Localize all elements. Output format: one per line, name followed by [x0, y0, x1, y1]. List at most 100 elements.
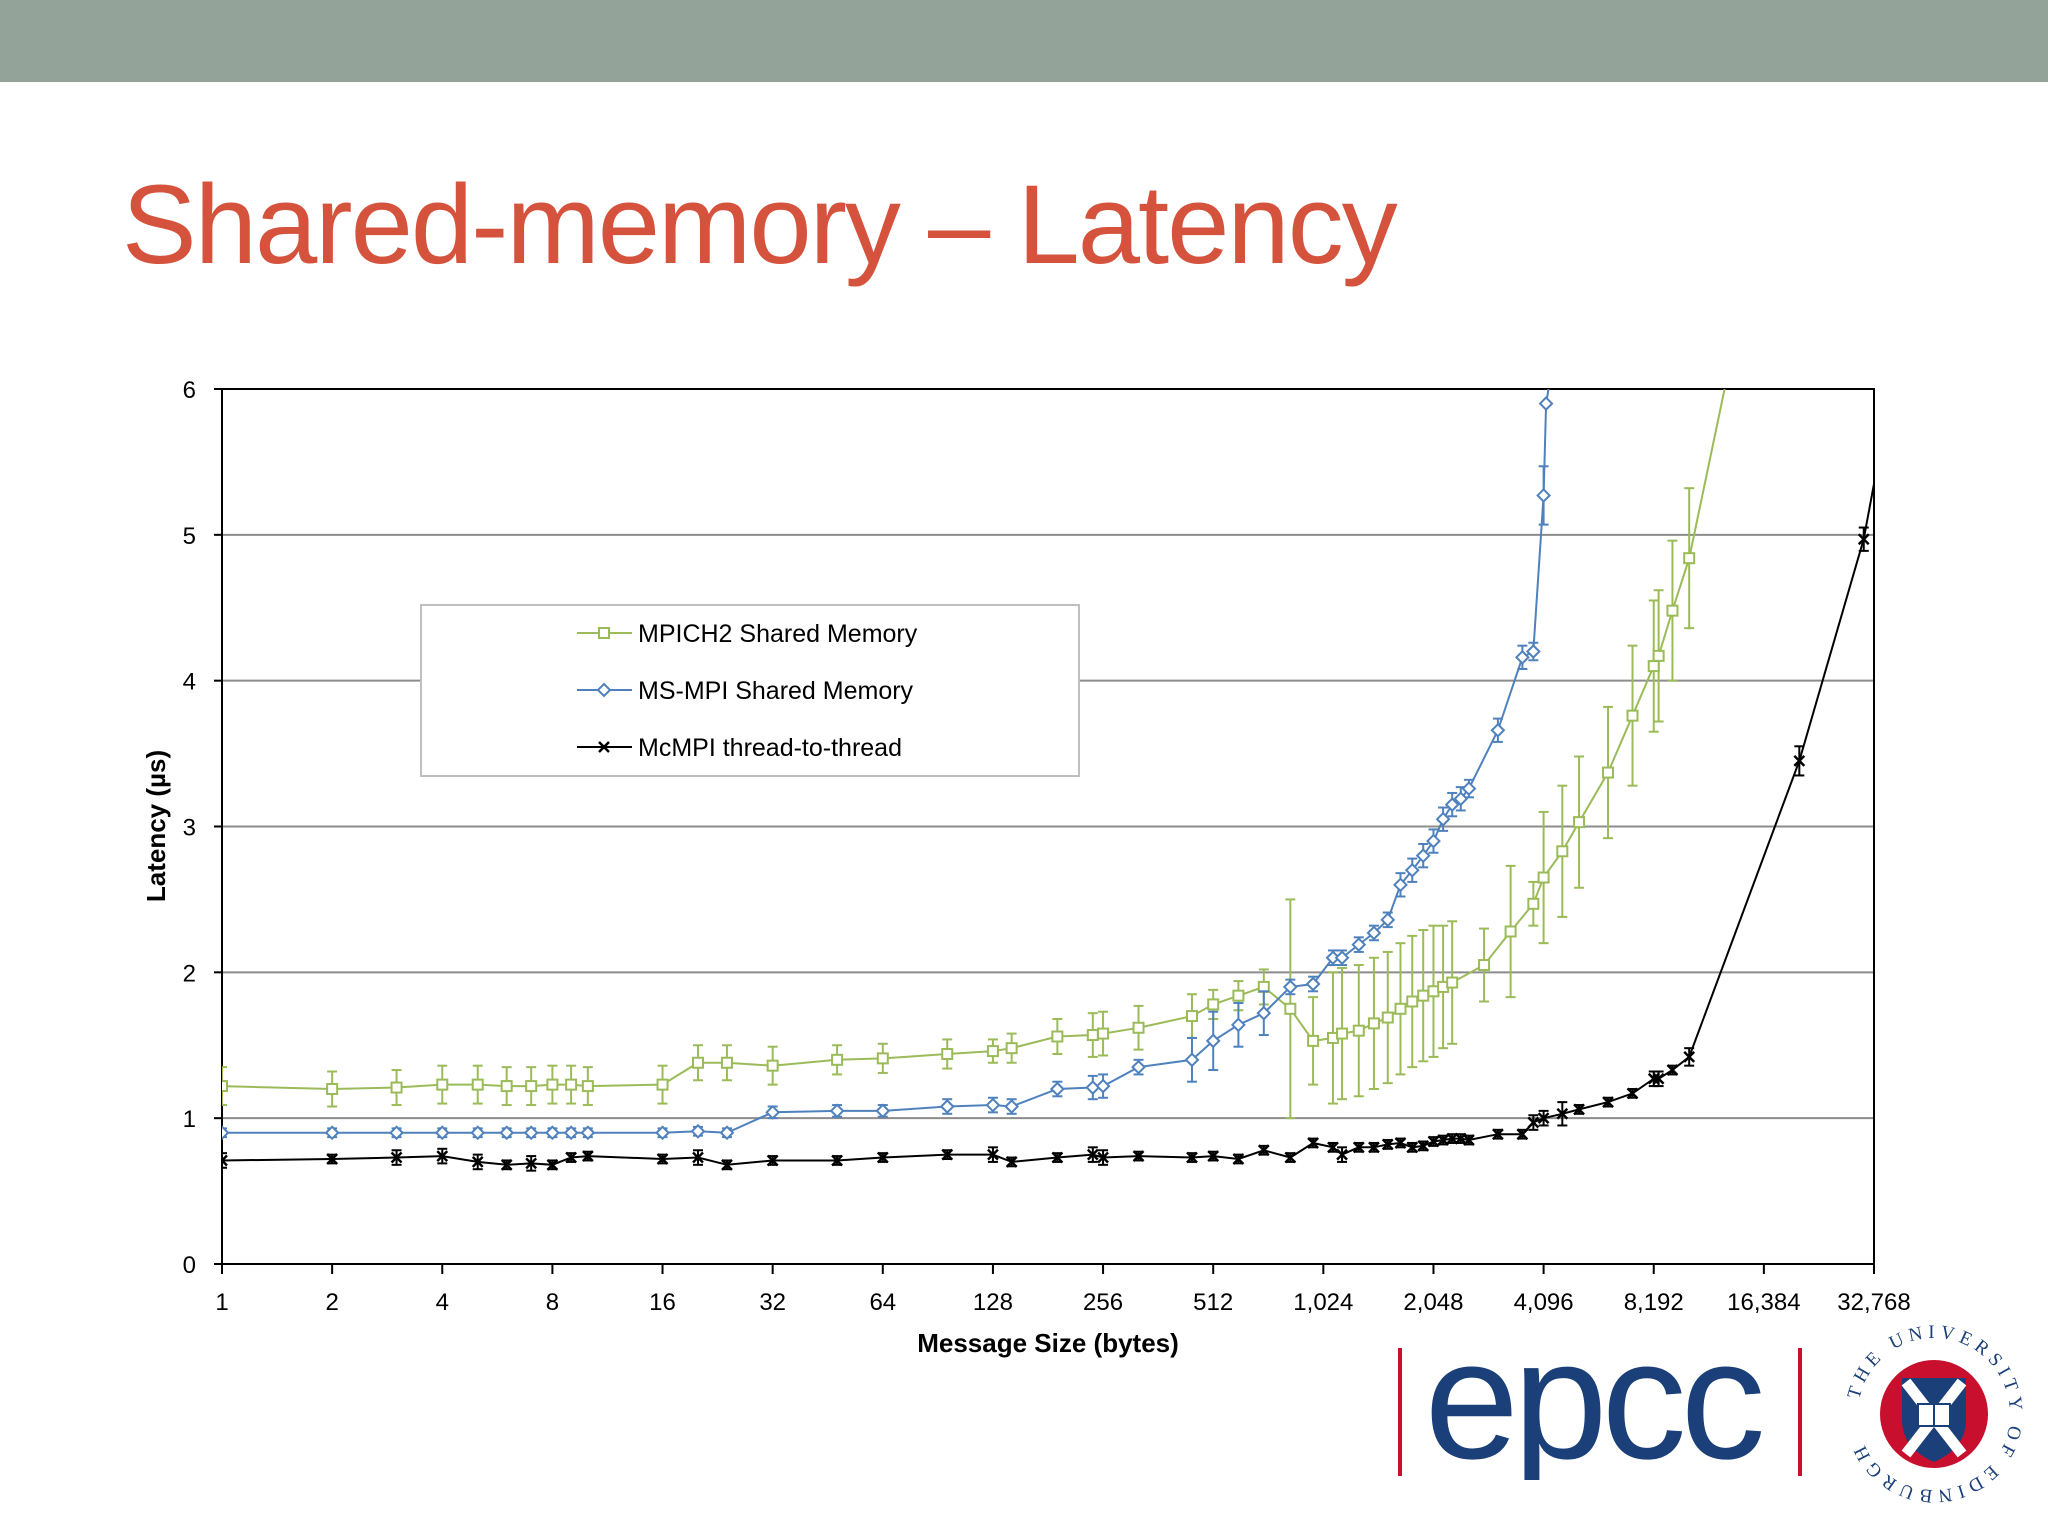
data-point: [986, 1045, 999, 1058]
data-point: [941, 1048, 954, 1060]
x-tick-label: 1,024: [1293, 1289, 1353, 1316]
data-point: [1647, 660, 1660, 673]
data-point: [1446, 1132, 1459, 1145]
data-point: [1556, 1107, 1569, 1120]
data-point: [1232, 989, 1245, 1002]
data-point: [987, 1148, 999, 1161]
data-point: [581, 1080, 594, 1093]
x-tick-label: 64: [869, 1289, 896, 1316]
chart-legend: MPICH2 Shared Memory MS-MPI Shared Memory…: [420, 604, 1080, 777]
x-tick-label: 128: [973, 1289, 1013, 1316]
data-point: [1602, 1096, 1614, 1109]
data-point: [1186, 1151, 1198, 1164]
data-point: [1437, 1134, 1449, 1146]
data-point: [1857, 533, 1870, 546]
data-point: [1393, 877, 1408, 893]
data-point: [471, 1156, 484, 1168]
data-point: [1367, 1017, 1380, 1030]
data-point: [1426, 833, 1441, 849]
x-tick-label: 32: [759, 1289, 786, 1316]
data-point: [436, 1150, 449, 1162]
data-point: [1478, 959, 1491, 972]
data-point: [1282, 979, 1298, 995]
data-point: [1652, 649, 1665, 662]
data-point: [765, 1104, 781, 1120]
data-point: [1504, 925, 1517, 938]
data-point: [1184, 1052, 1200, 1068]
data-point: [1381, 1011, 1394, 1024]
legend-entry: MS-MPI Shared Memory: [638, 677, 914, 705]
data-point: [598, 627, 610, 639]
data-point: [1305, 976, 1321, 992]
data-point: [1097, 1151, 1109, 1164]
x-tick-label: 4: [436, 1289, 449, 1316]
data-point: [1284, 1151, 1297, 1164]
data-point: [581, 1150, 594, 1162]
data-point: [1666, 1064, 1679, 1076]
data-point: [1205, 1033, 1221, 1049]
data-point: [546, 1078, 559, 1091]
data-point: [523, 1125, 539, 1141]
data-point: [1435, 811, 1451, 827]
data-point: [721, 1158, 733, 1171]
data-point: [565, 1078, 578, 1091]
epcc-logo-right-bar: [1798, 1348, 1802, 1476]
data-point: [390, 1151, 403, 1164]
data-point: [1444, 797, 1460, 813]
data-point: [1307, 1137, 1319, 1149]
data-point: [1427, 1135, 1440, 1148]
data-point: [1132, 1150, 1145, 1162]
epcc-logo-left-bar: [1398, 1348, 1402, 1476]
y-axis: 0 1 2 3 4 5 6: [183, 377, 222, 1279]
x-tick-label: 256: [1083, 1289, 1123, 1316]
data-point: [1446, 976, 1459, 989]
data-point: [1394, 1137, 1407, 1149]
data-point: [546, 1158, 559, 1171]
data-point: [1207, 1150, 1220, 1162]
data-point: [222, 1080, 228, 1093]
data-point: [1097, 1027, 1110, 1040]
data-point: [580, 1125, 596, 1141]
data-point: [1406, 995, 1419, 1008]
data-point: [1352, 1024, 1365, 1037]
data-point: [1086, 1029, 1099, 1042]
data-point: [692, 1151, 704, 1164]
data-point: [1307, 1034, 1320, 1047]
data-point: [1352, 1141, 1365, 1154]
data-point: [1666, 604, 1679, 617]
legend-entry: McMPI thread-to-thread: [638, 734, 902, 762]
data-point: [766, 1059, 779, 1072]
data-point: [1327, 1141, 1339, 1154]
data-point: [1085, 1080, 1101, 1095]
data-point: [500, 1158, 513, 1171]
series-layer: [222, 389, 1874, 1172]
data-point: [434, 1125, 450, 1141]
data-point: [1602, 766, 1615, 779]
data-point: [941, 1148, 954, 1161]
data-point: [1336, 1027, 1349, 1040]
data-point: [1415, 848, 1431, 864]
data-point: [1185, 1010, 1198, 1023]
data-point: [1380, 912, 1396, 928]
data-point: [1051, 1030, 1064, 1043]
data-point: [1417, 1139, 1430, 1152]
series-diamond: [222, 389, 1554, 1141]
x-tick-label: 32,768: [1837, 1289, 1910, 1316]
data-point: [1536, 488, 1552, 503]
data-point: [499, 1125, 515, 1141]
data-point: [596, 682, 612, 698]
slide-header-bar: [0, 0, 2048, 82]
data-point: [1683, 1051, 1696, 1063]
data-point: [831, 1154, 843, 1167]
data-point: [985, 1097, 1001, 1113]
data-point: [326, 1083, 339, 1095]
data-point: [1257, 1144, 1270, 1157]
data-point: [1406, 1141, 1419, 1154]
data-point: [1131, 1059, 1146, 1075]
data-point: [766, 1154, 779, 1167]
x-axis-title: Message Size (bytes): [917, 1328, 1179, 1358]
data-point: [1381, 1138, 1394, 1151]
data-point: [1394, 1002, 1407, 1015]
data-point: [875, 1103, 891, 1119]
data-point: [1232, 1153, 1245, 1165]
